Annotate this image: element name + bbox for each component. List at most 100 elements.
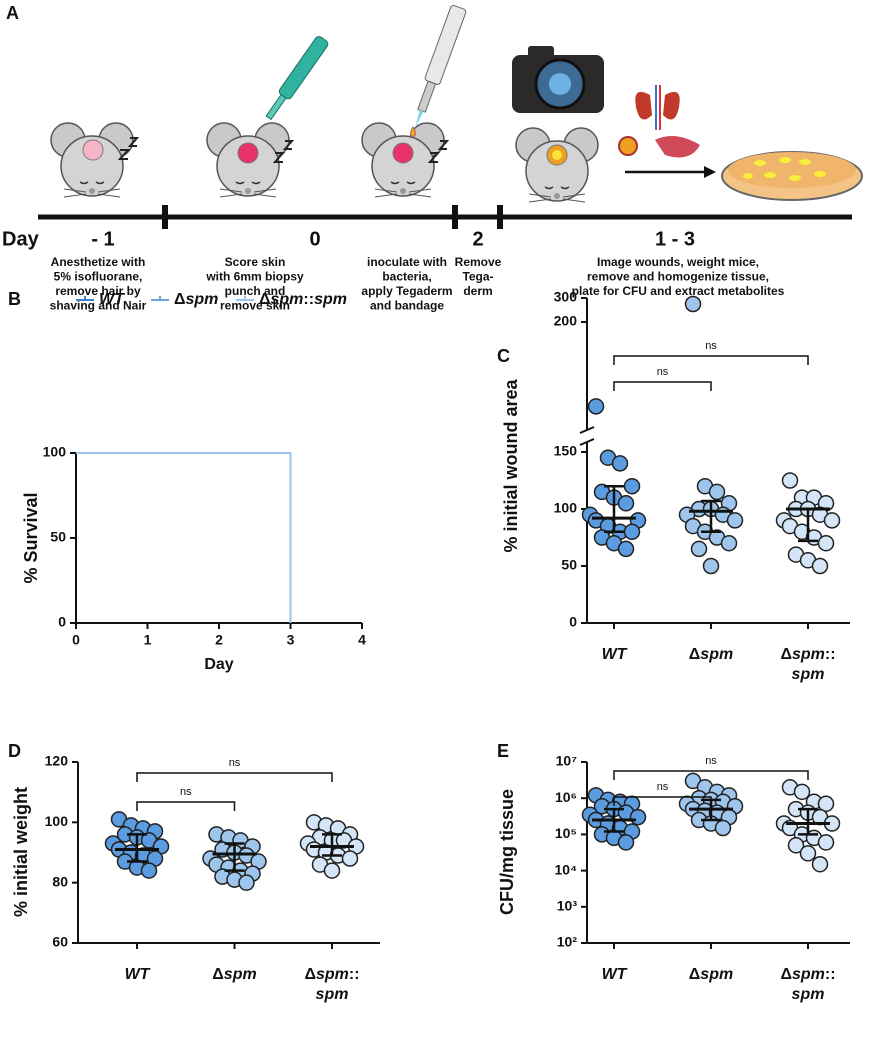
x-tick-label: Δspm:: spm [780, 646, 835, 683]
y-tick-label: 10⁷ [556, 753, 578, 769]
data-point [781, 472, 799, 489]
y-tick-label: 300 [554, 289, 578, 305]
significance-label: ns [657, 366, 669, 378]
significance-bracket [136, 772, 333, 782]
data-point [823, 512, 841, 529]
data-point [587, 398, 605, 415]
y-tick-label: 10² [557, 934, 578, 950]
day: - 1 [91, 228, 114, 250]
x-tick-label: WT [602, 646, 628, 663]
data-point [811, 855, 829, 873]
step-caption: Score skin [225, 255, 286, 269]
x-tick-label: Δspm [689, 966, 733, 983]
data-point [341, 850, 359, 867]
x-axis-title: Day [204, 656, 233, 673]
significance-bracket [613, 355, 809, 365]
y-tick-label: 50 [50, 529, 66, 545]
legend-label: Δspm::spm [259, 291, 347, 308]
step-caption: and bandage [370, 299, 444, 313]
data-point [617, 834, 635, 851]
significance-label: ns [705, 340, 717, 352]
y-tick-label: 10³ [557, 898, 578, 914]
step-caption: remove hair by [55, 284, 141, 298]
panel-label: D [8, 741, 21, 761]
x-tick-label: Δspm:: spm [304, 966, 359, 1003]
significance-label: ns [229, 757, 241, 769]
data-point [617, 495, 635, 512]
data-point [811, 557, 829, 575]
significance-bracket [613, 381, 712, 391]
data-point [799, 845, 817, 862]
x-tick-label: 1 [144, 632, 152, 648]
x-tick-label: 0 [72, 632, 80, 648]
step-caption: bacteria, [382, 270, 431, 284]
significance-bracket [613, 770, 809, 780]
survival-line [76, 452, 292, 623]
y-axis-title: % Survival [21, 492, 41, 583]
x-tick-label: 4 [358, 632, 366, 648]
data-point [817, 534, 835, 552]
y-tick-label: 100 [43, 444, 67, 460]
panel-label: A [6, 3, 19, 23]
y-tick-label: 150 [554, 443, 578, 459]
data-point [611, 455, 629, 472]
data-point [617, 540, 635, 558]
step-caption: remove and homogenize tissue, [587, 270, 769, 284]
panel-label: E [497, 741, 509, 761]
significance-label: ns [180, 786, 192, 798]
y-tick-label: 100 [45, 813, 69, 829]
y-tick-label: 0 [58, 614, 66, 630]
step-caption: derm [463, 284, 492, 298]
step-caption: apply Tegaderm [361, 284, 452, 298]
data-point [714, 819, 732, 837]
panel-label: C [497, 346, 510, 366]
y-tick-label: 0 [569, 614, 577, 630]
y-tick-label: 200 [554, 313, 578, 329]
step-caption: punch and [225, 284, 286, 298]
x-tick-label: 3 [287, 632, 295, 648]
y-tick-label: 10⁵ [555, 825, 577, 841]
data-point [629, 808, 647, 826]
day-label: Day [2, 228, 40, 250]
data-point [787, 837, 805, 854]
data-point [817, 795, 835, 813]
data-point [702, 557, 720, 575]
y-axis-title: % initial weight [11, 787, 31, 917]
day: 2 [472, 228, 483, 250]
x-tick-label: WT [602, 966, 628, 983]
step-caption: with 6mm biopsy [205, 270, 304, 284]
data-point [708, 483, 726, 501]
y-tick-label: 60 [52, 934, 68, 950]
data-point [720, 534, 738, 552]
panel-a-illustration [38, 4, 863, 229]
significance-label: ns [705, 755, 717, 767]
step-caption: remove skin [220, 299, 290, 313]
legend-label: Δspm [174, 291, 218, 308]
survival-line [76, 452, 292, 623]
y-axis-title: % initial wound area [501, 378, 521, 552]
step-caption: Image wounds, weight mice, [597, 255, 759, 269]
data-point [623, 523, 641, 541]
panel-label: B [8, 289, 21, 309]
y-tick-label: 10⁶ [555, 789, 577, 805]
day: 1 - 3 [655, 228, 695, 250]
data-point [726, 512, 744, 529]
day: 0 [309, 228, 320, 250]
data-point [817, 834, 835, 851]
legend-label: WT [99, 291, 125, 308]
y-tick-label: 80 [52, 873, 68, 889]
step-caption: Remove [455, 255, 502, 269]
data-point [684, 295, 702, 313]
step-caption: shaving and Nair [50, 299, 147, 313]
y-axis-title: CFU/mg tissue [497, 789, 517, 915]
data-point [323, 862, 341, 879]
axis-break [579, 426, 595, 434]
step-caption: plate for CFU and extract metabolites [572, 284, 785, 298]
survival-line [76, 452, 292, 623]
x-tick-label: 2 [215, 632, 223, 648]
data-point [690, 540, 708, 558]
x-tick-label: Δspm [212, 966, 256, 983]
significance-label: ns [657, 781, 669, 793]
